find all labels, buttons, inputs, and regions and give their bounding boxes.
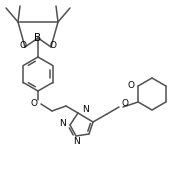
Text: N: N (59, 120, 66, 129)
Text: B: B (34, 33, 41, 43)
Text: O: O (127, 81, 134, 89)
Text: N: N (73, 136, 79, 145)
Text: O: O (31, 100, 37, 109)
Text: O: O (50, 42, 56, 50)
Text: O: O (20, 42, 26, 50)
Text: O: O (121, 100, 128, 109)
Text: N: N (82, 105, 89, 114)
